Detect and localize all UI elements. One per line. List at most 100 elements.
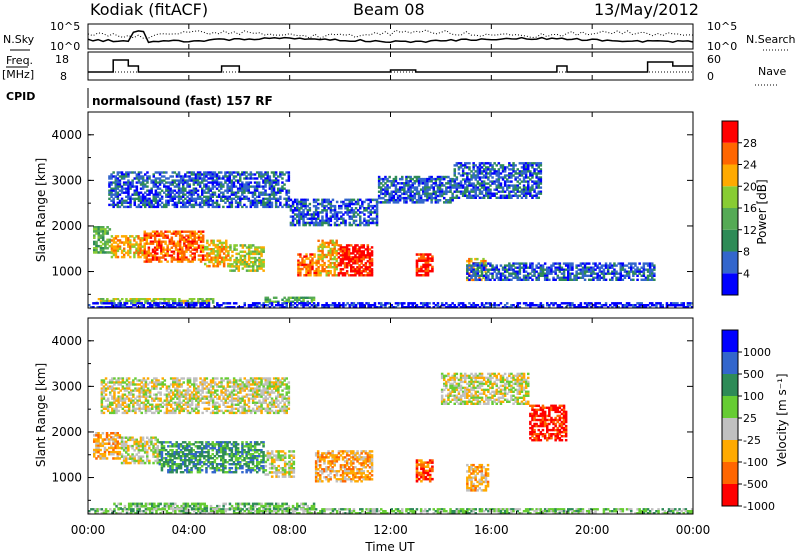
echo-cell xyxy=(495,304,498,307)
echo-cell xyxy=(127,185,130,188)
echo-cell xyxy=(464,180,467,183)
echo-cell xyxy=(489,192,492,195)
echo-cell xyxy=(203,171,206,174)
echo-cell xyxy=(207,191,210,194)
echo-cell xyxy=(212,243,215,247)
echo-cell xyxy=(503,196,507,199)
echo-cell xyxy=(216,243,220,247)
echo-cell xyxy=(199,244,203,247)
freq-tick-bottom: 8 xyxy=(60,70,67,83)
echo-cell xyxy=(403,199,406,202)
echo-cell xyxy=(247,183,250,186)
echo-cell xyxy=(163,205,166,209)
echo-cell xyxy=(277,302,280,305)
echo-cell xyxy=(480,180,484,183)
echo-cell xyxy=(524,174,528,177)
echo-cell xyxy=(485,192,488,195)
echo-cell xyxy=(338,217,341,220)
echo-cell xyxy=(377,184,381,187)
echo-cell xyxy=(640,270,643,273)
echo-cell xyxy=(224,181,227,184)
echo-cell xyxy=(211,187,215,190)
echo-cell xyxy=(299,274,302,277)
echo-cell xyxy=(143,236,146,239)
echo-cell xyxy=(171,197,174,200)
echo-cell xyxy=(315,271,318,275)
echo-cell xyxy=(191,242,194,245)
echo-cell xyxy=(169,197,172,200)
echo-cell xyxy=(510,274,513,277)
echo-cell xyxy=(218,241,222,245)
echo-cell xyxy=(95,440,98,443)
echo-cell xyxy=(453,306,456,309)
echo-cell xyxy=(527,176,530,179)
echo-cell xyxy=(247,181,250,184)
echo-cell xyxy=(203,195,206,198)
echo-cell xyxy=(178,246,182,249)
echo-cell xyxy=(539,182,543,185)
echo-cell xyxy=(329,304,333,307)
echo-cell xyxy=(160,453,164,456)
echo-cell xyxy=(422,263,425,267)
echo-cell xyxy=(501,186,505,189)
echo-cell xyxy=(110,193,113,196)
echo-cell xyxy=(472,172,475,175)
echo-cell xyxy=(106,251,109,254)
echo-cell xyxy=(198,173,202,176)
echo-cell xyxy=(272,306,276,309)
echo-cell xyxy=(552,270,555,273)
echo-cell xyxy=(564,278,568,281)
echo-cell xyxy=(255,177,259,180)
echo-cell xyxy=(156,244,159,247)
echo-cell xyxy=(262,191,265,194)
echo-cell xyxy=(409,177,412,181)
echo-cell xyxy=(548,306,551,309)
echo-cell xyxy=(535,304,538,307)
echo-cell xyxy=(93,455,96,458)
echo-cell xyxy=(108,181,111,184)
echo-cell xyxy=(140,306,143,309)
echo-cell xyxy=(365,198,368,202)
echo-cell xyxy=(480,278,483,282)
echo-cell xyxy=(363,213,366,216)
echo-cell xyxy=(291,204,295,208)
echo-cell xyxy=(368,258,372,261)
echo-cell xyxy=(558,304,562,307)
echo-cell xyxy=(617,262,620,265)
echo-cell xyxy=(268,203,272,207)
echo-cell xyxy=(116,191,120,194)
echo-cell xyxy=(308,209,312,212)
echo-cell xyxy=(424,180,427,183)
echo-cell xyxy=(455,196,459,199)
echo-cell xyxy=(199,240,203,243)
echo-cell xyxy=(405,192,408,196)
echo-cell xyxy=(386,199,389,202)
echo-cell xyxy=(417,180,421,183)
echo-cell xyxy=(352,221,356,225)
echo-cell xyxy=(370,272,374,275)
echo-cell xyxy=(472,166,475,169)
echo-cell xyxy=(407,186,410,189)
echo-cell xyxy=(621,264,625,267)
echo-cell xyxy=(371,219,375,223)
echo-cell xyxy=(118,175,122,178)
echo-cell xyxy=(99,442,102,445)
echo-cell xyxy=(169,298,173,301)
echo-cell xyxy=(623,304,627,307)
echo-cell xyxy=(495,274,498,277)
echo-cell xyxy=(380,196,383,200)
echo-cell xyxy=(363,304,366,307)
echo-cell xyxy=(249,173,253,176)
echo-cell xyxy=(306,213,309,216)
echo-cell xyxy=(228,203,231,207)
echo-cell xyxy=(214,243,217,247)
echo-cell xyxy=(205,191,208,194)
echo-cell xyxy=(235,252,238,256)
echo-cell xyxy=(235,261,238,264)
echo-cell xyxy=(541,266,545,269)
echo-cell xyxy=(270,302,274,305)
echo-cell xyxy=(476,268,480,271)
echo-cell xyxy=(552,302,555,305)
echo-cell xyxy=(343,258,347,261)
echo-cell xyxy=(516,302,519,305)
